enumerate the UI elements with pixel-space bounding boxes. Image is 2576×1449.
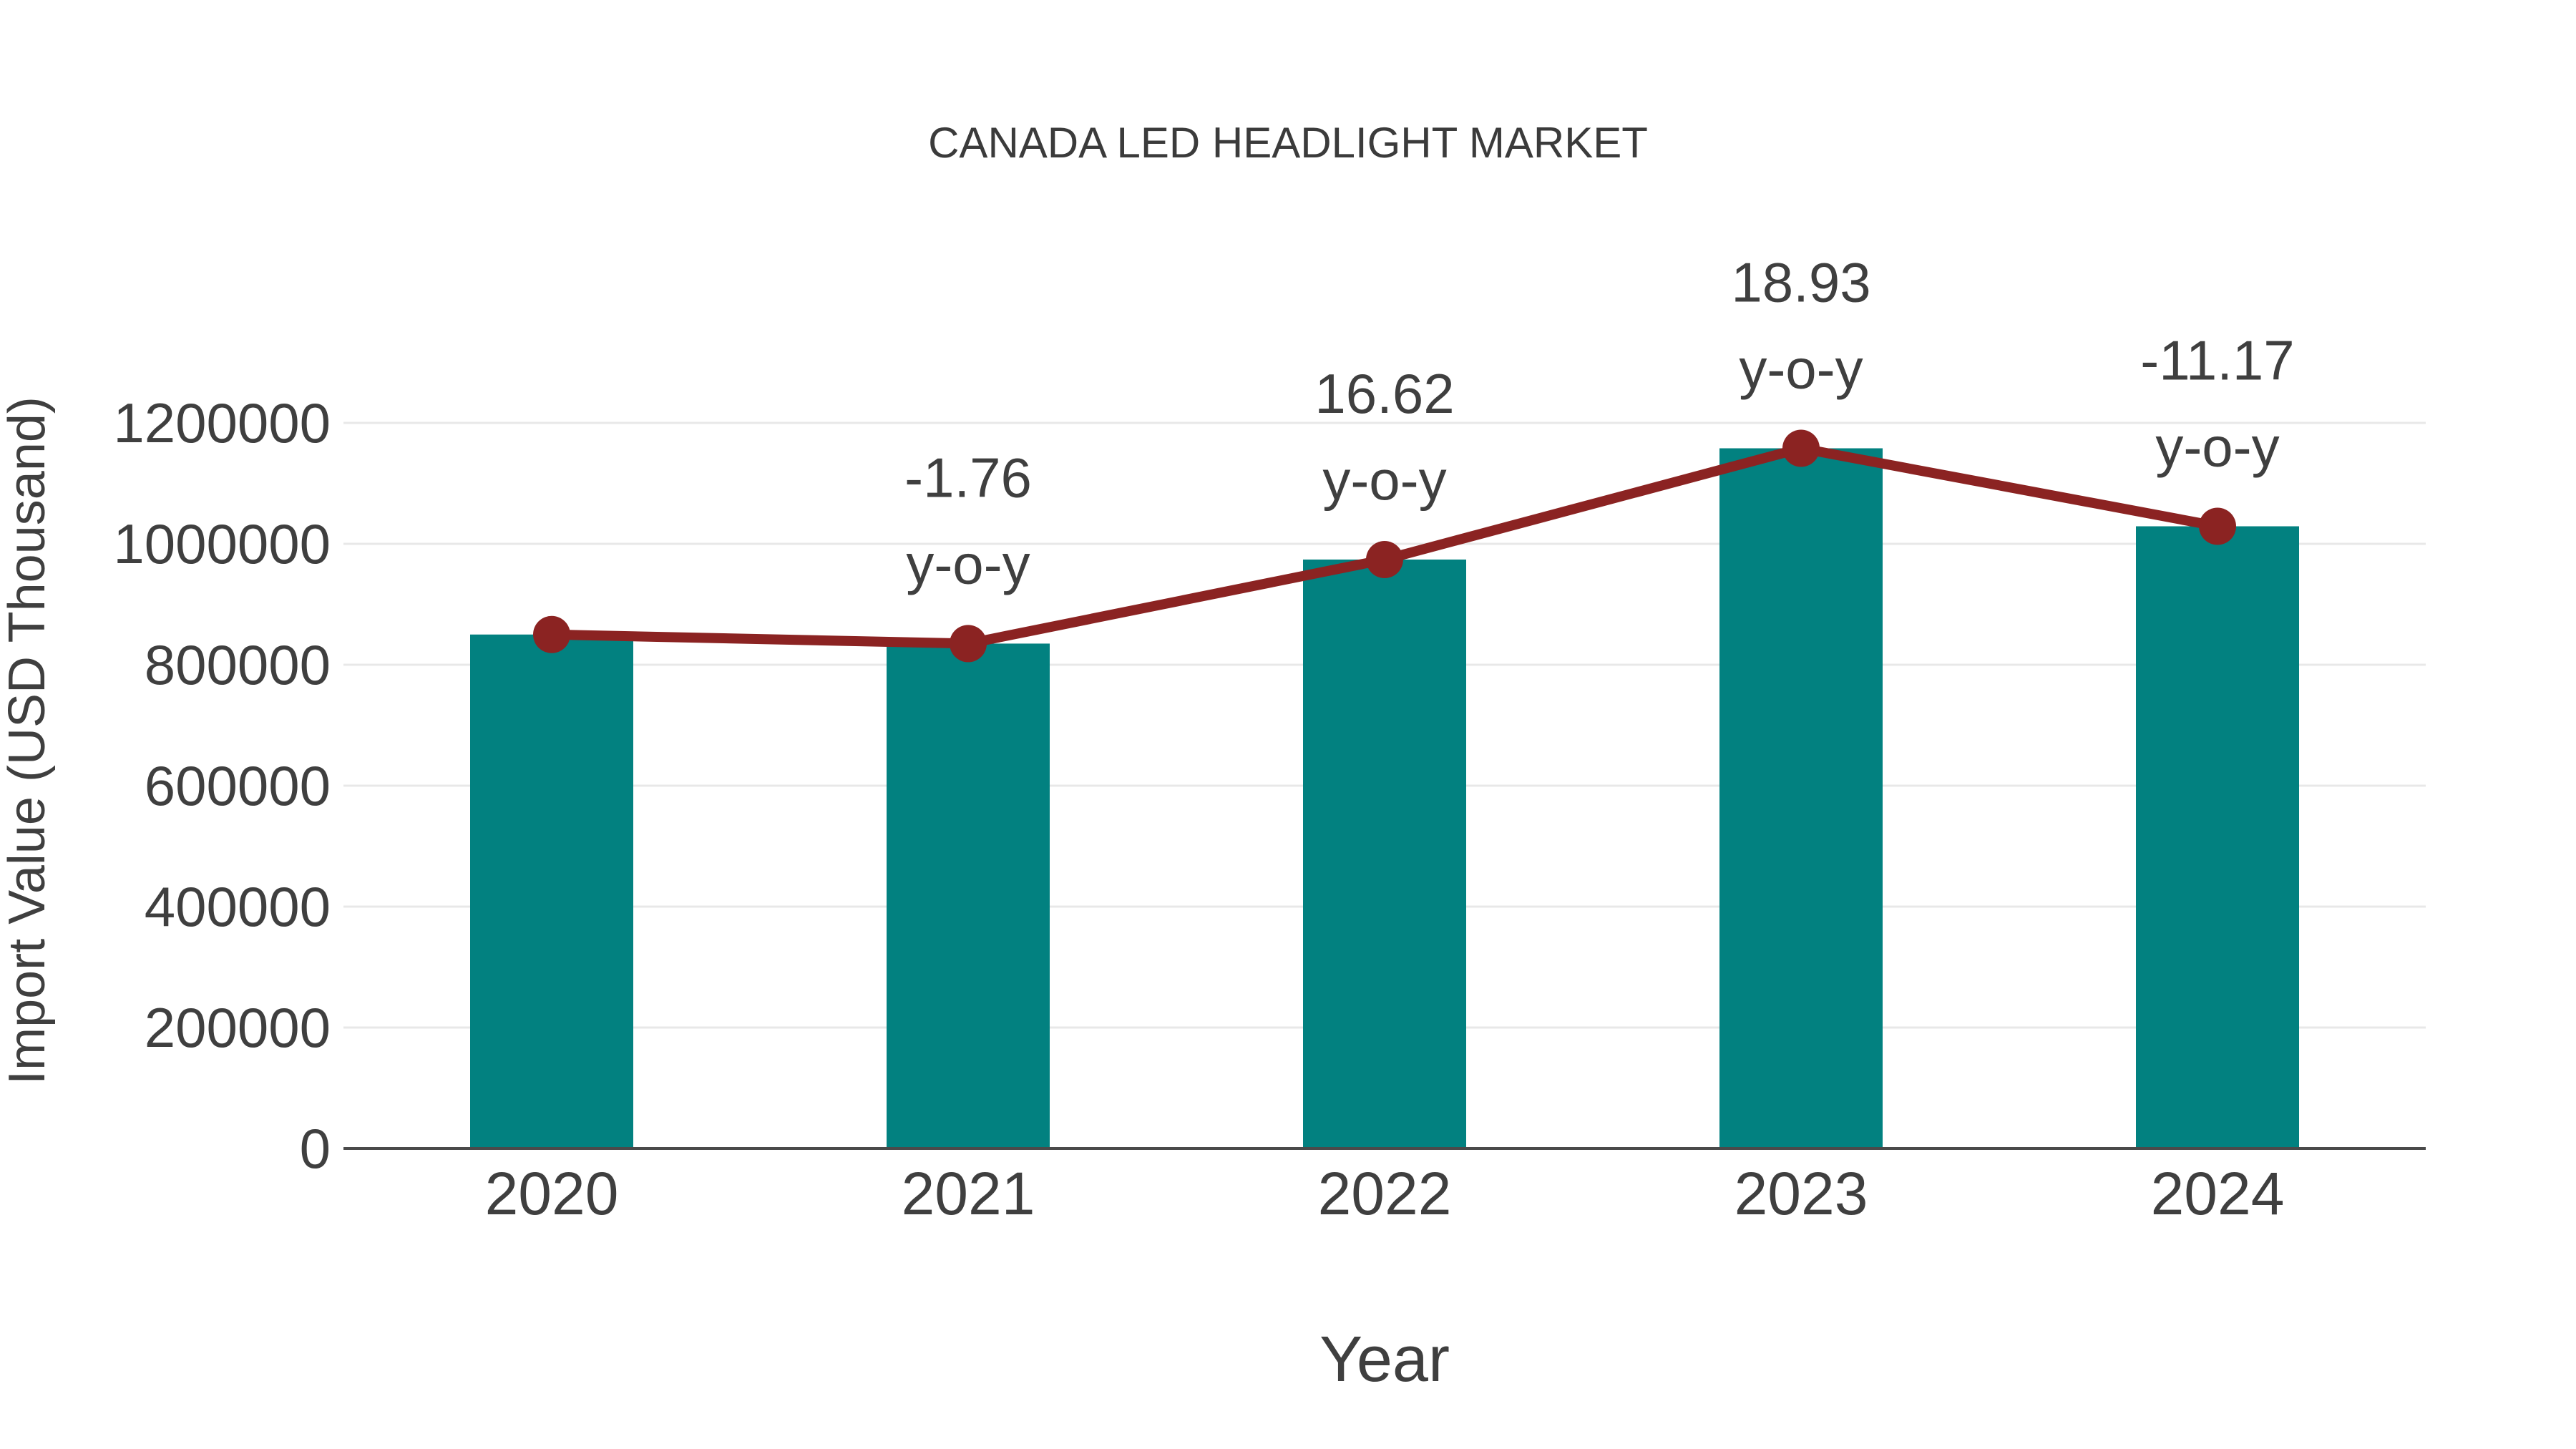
x-tick-label-2020: 2020 <box>485 1160 619 1227</box>
marker-2021 <box>950 625 987 663</box>
bar-2023 <box>1719 448 1883 1148</box>
y-tick-label-1200000: 1200000 <box>113 391 331 454</box>
x-tick-label-2024: 2024 <box>2151 1160 2285 1227</box>
x-tick-label-2021: 2021 <box>902 1160 1035 1227</box>
bar-2020 <box>470 634 633 1148</box>
bar-2022 <box>1303 559 1466 1148</box>
yoy-suffix-2023: y-o-y <box>1739 337 1863 400</box>
y-axis-title: Import Value (USD Thousand) <box>0 396 56 1085</box>
yoy-value-2022: 16.62 <box>1314 362 1454 425</box>
yoy-suffix-2021: y-o-y <box>906 532 1030 595</box>
marker-2022 <box>1366 540 1403 578</box>
chart-title: CANADA LED HEADLIGHT MARKET <box>928 119 1648 167</box>
chart-marks: 0 200000 400000 600000 800000 1000000 1200000 -… <box>113 250 2426 1227</box>
y-tick-label-0: 0 <box>300 1117 331 1180</box>
marker-2023 <box>1782 429 1820 467</box>
y-tick-label-1000000: 1000000 <box>113 512 331 575</box>
yoy-value-2024: -11.17 <box>2140 328 2294 391</box>
yoy-suffix-2024: y-o-y <box>2155 415 2279 478</box>
yoy-suffix-2022: y-o-y <box>1322 449 1446 512</box>
x-tick-label-2022: 2022 <box>1318 1160 1452 1227</box>
y-tick-label-200000: 200000 <box>145 996 331 1059</box>
bar-2024 <box>2136 526 2299 1148</box>
x-axis-title: Year <box>1319 1324 1450 1395</box>
y-tick-label-400000: 400000 <box>145 875 331 938</box>
y-tick-label-800000: 800000 <box>145 633 331 696</box>
marker-2020 <box>533 615 570 653</box>
yoy-value-2021: -1.76 <box>904 446 1032 509</box>
y-tick-label-600000: 600000 <box>145 754 331 817</box>
bar-2021 <box>887 643 1050 1148</box>
yoy-value-2023: 18.93 <box>1731 250 1870 313</box>
x-tick-label-2023: 2023 <box>1735 1160 1868 1227</box>
marker-2024 <box>2199 507 2236 545</box>
